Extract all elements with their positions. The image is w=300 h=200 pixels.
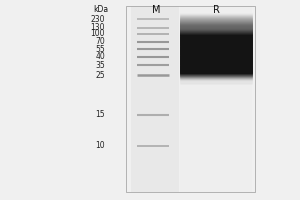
Text: M: M [152, 5, 160, 15]
Text: 130: 130 [91, 23, 105, 32]
Bar [130, 6, 178, 192]
Text: 10: 10 [95, 142, 105, 150]
Text: 35: 35 [95, 60, 105, 70]
Text: 15: 15 [95, 110, 105, 119]
Bar [126, 6, 255, 192]
Text: 230: 230 [91, 15, 105, 23]
Text: R: R [213, 5, 219, 15]
Text: 55: 55 [95, 45, 105, 53]
Text: 40: 40 [95, 52, 105, 61]
Text: 70: 70 [95, 38, 105, 46]
Text: 25: 25 [95, 71, 105, 79]
Text: kDa: kDa [93, 5, 108, 14]
Bar [180, 6, 252, 192]
Text: 100: 100 [91, 29, 105, 38]
